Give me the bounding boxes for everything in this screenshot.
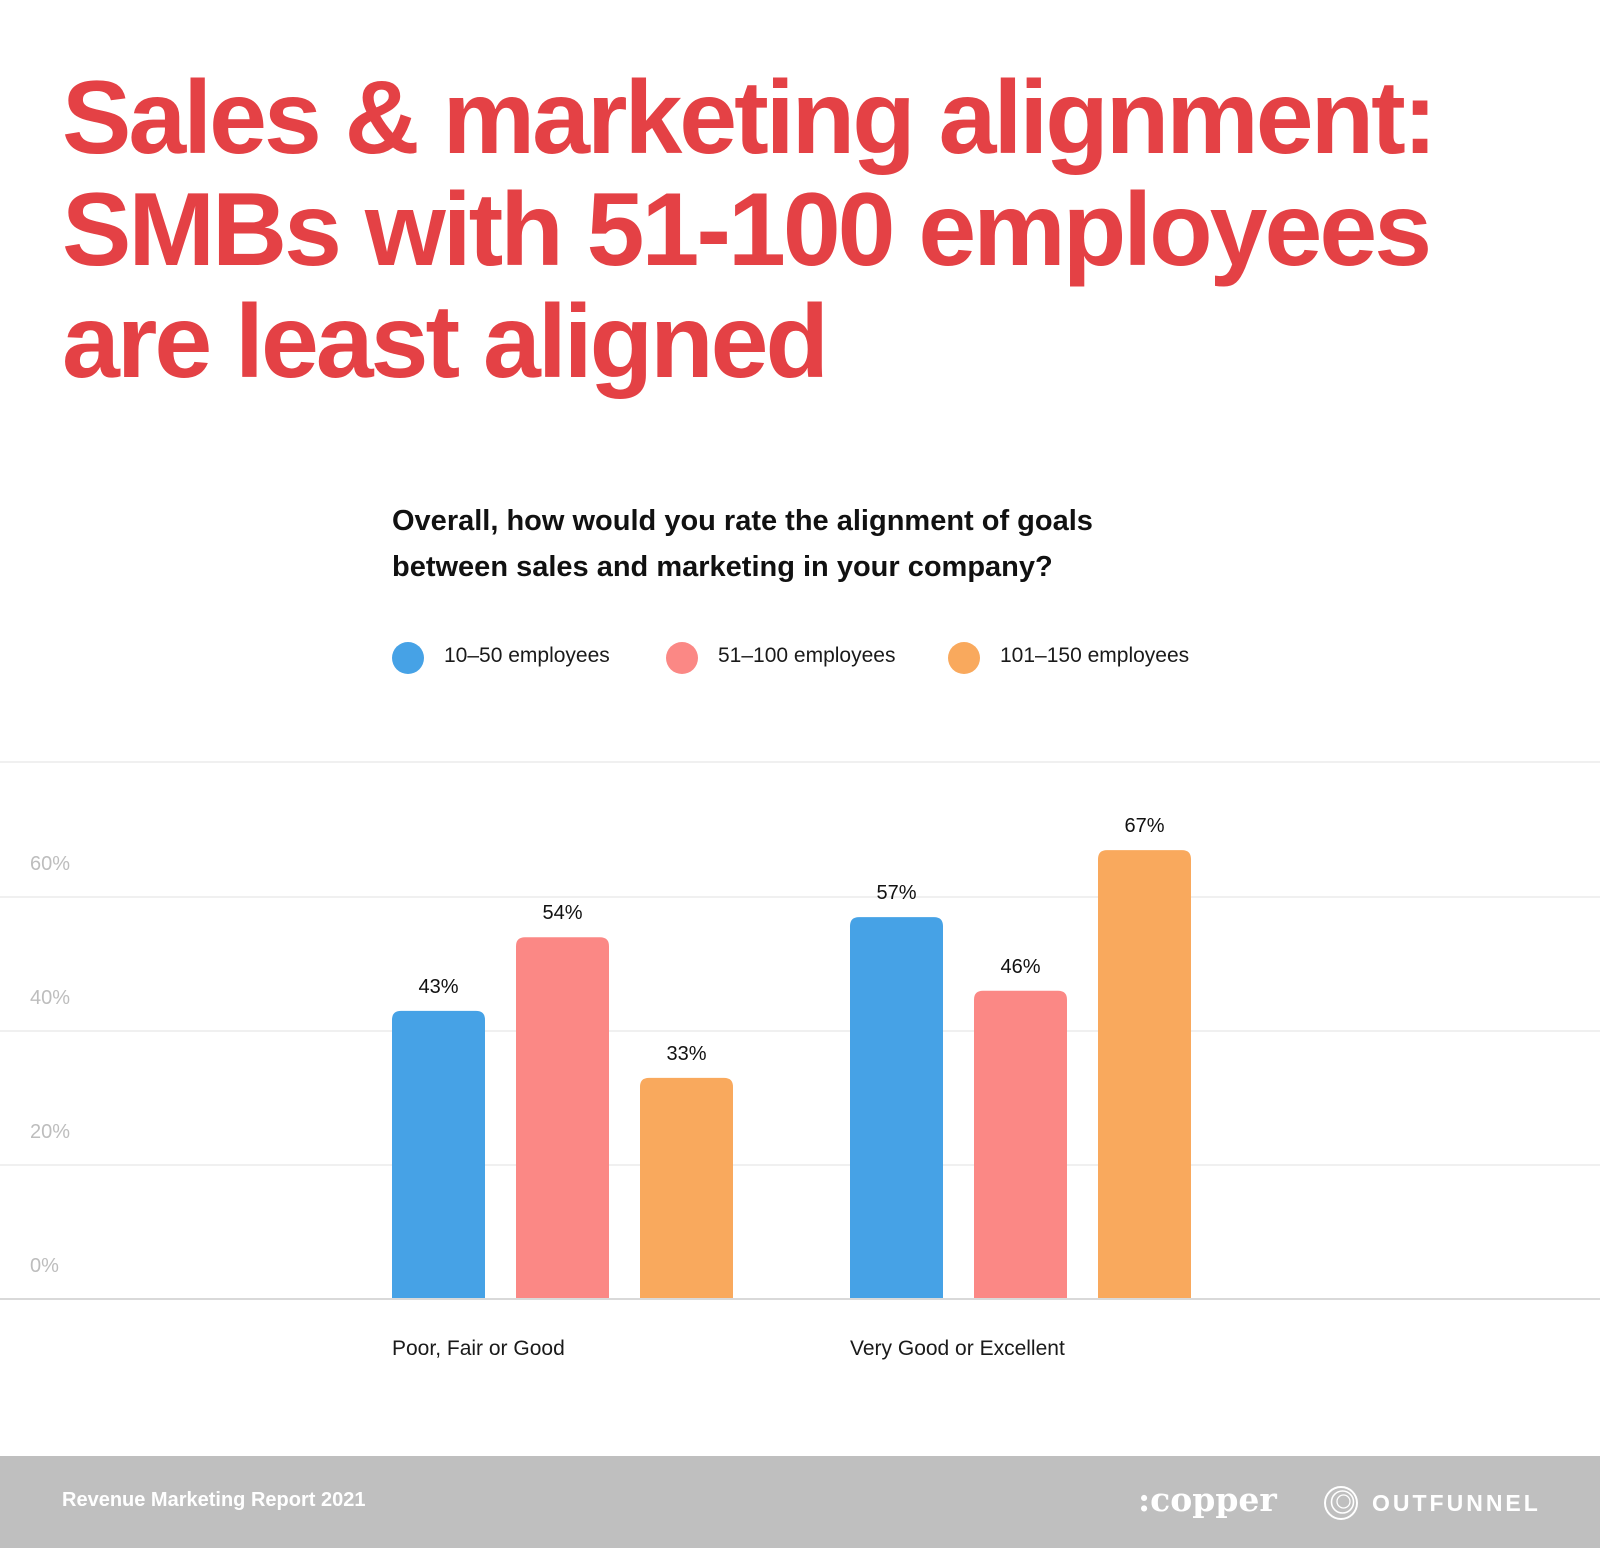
y-tick-label: 20% xyxy=(30,1121,70,1143)
title-line: are least aligned xyxy=(62,284,829,400)
bar xyxy=(516,937,609,1299)
question-line: between sales and marketing in your comp… xyxy=(392,551,1053,583)
chart-question: Overall, how would you rate the alignmen… xyxy=(392,498,1212,590)
x-category-label: Poor, Fair or Good xyxy=(392,1337,565,1360)
bar-value-label: 54% xyxy=(542,902,582,924)
bar xyxy=(392,1010,485,1299)
x-category-label: Very Good or Excellent xyxy=(850,1337,1065,1360)
legend-label: 51–100 employees xyxy=(718,644,896,667)
legend-swatch xyxy=(948,642,980,674)
legend-label: 10–50 employees xyxy=(444,644,610,667)
bar xyxy=(640,1077,733,1299)
y-tick-label: 40% xyxy=(30,987,70,1009)
bar-value-label: 43% xyxy=(418,976,458,998)
copper-logo: :copper xyxy=(1138,1480,1277,1519)
outfunnel-wordmark: OUTFUNNEL xyxy=(1372,1490,1541,1516)
bar xyxy=(1098,850,1191,1299)
title-line: Sales & marketing alignment: xyxy=(62,60,1437,176)
title-line: SMBs with 51-100 employees xyxy=(62,172,1432,288)
legend-swatch xyxy=(666,642,698,674)
question-line: Overall, how would you rate the alignmen… xyxy=(392,505,1093,537)
bar-chart: 0% 20% 40% 60% 43% 54% 33% Poor, Fair or Good 57… xyxy=(0,761,1600,1360)
bar xyxy=(850,917,943,1299)
bar-value-label: 46% xyxy=(1000,956,1040,978)
report-name: Revenue Marketing Report 2021 xyxy=(62,1489,366,1511)
legend-swatch xyxy=(392,642,424,674)
bar-value-label: 57% xyxy=(876,882,916,904)
outfunnel-circle-icon xyxy=(1324,1486,1358,1520)
bar xyxy=(974,990,1067,1299)
y-tick-label: 60% xyxy=(30,853,70,875)
page-title: Sales & marketing alignment: SMBs with 5… xyxy=(62,62,1542,398)
bar-value-label: 33% xyxy=(666,1043,706,1065)
legend-label: 101–150 employees xyxy=(1000,644,1190,667)
bar-value-label: 67% xyxy=(1124,815,1164,837)
footer-bar: Revenue Marketing Report 2021 :copper OU… xyxy=(0,1456,1600,1548)
y-tick-label: 0% xyxy=(30,1255,59,1277)
